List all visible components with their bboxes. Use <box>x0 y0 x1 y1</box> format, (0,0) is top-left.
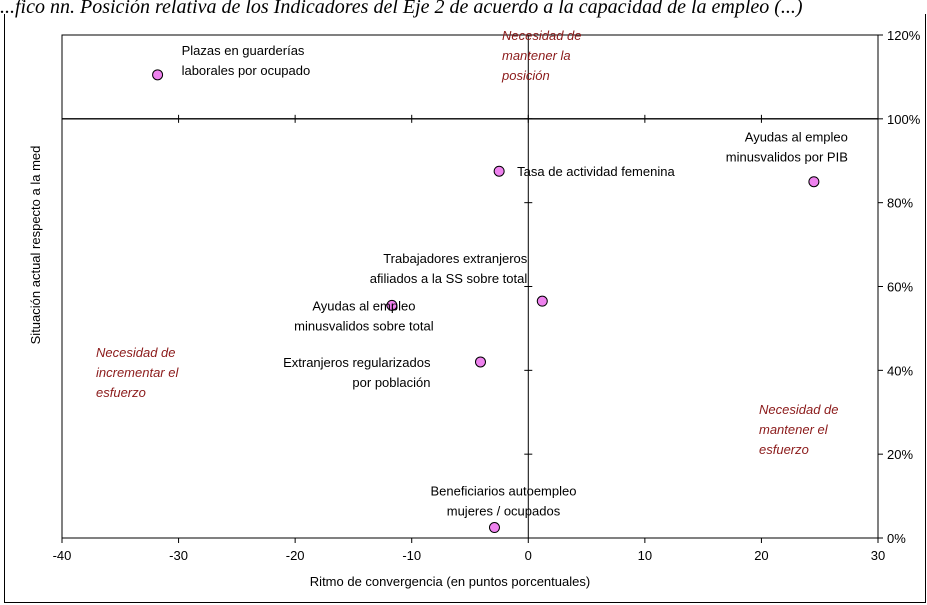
x-axis-title: Ritmo de convergencia (en puntos porcent… <box>310 574 590 589</box>
data-point-label: Ayudas al empleo <box>745 130 848 145</box>
data-point-label: Trabajadores extranjeros <box>383 251 528 266</box>
data-point-label: minusvalidos por PIB <box>726 150 848 165</box>
page-title: ...fico nn. Posición relativa de los Ind… <box>0 0 803 18</box>
quadrant-annotation: Necesidad de <box>502 28 582 43</box>
y-tick-label: 40% <box>887 363 913 378</box>
x-tick-label: 0 <box>525 548 532 563</box>
data-point-label: afiliados a la SS sobre total <box>370 271 528 286</box>
data-point-label: Tasa de actividad femenina <box>517 164 675 179</box>
y-tick-label: 60% <box>887 280 913 295</box>
x-tick-label: 20 <box>754 548 768 563</box>
y-tick-label: 20% <box>887 447 913 462</box>
data-point-label: Ayudas al empleo <box>312 298 415 313</box>
data-point-label: Beneficiarios autoempleo <box>430 484 576 499</box>
quadrant-annotation: esfuerzo <box>759 442 809 457</box>
x-tick-label: -10 <box>402 548 421 563</box>
plot-area <box>61 34 879 539</box>
x-tick-label: 10 <box>638 548 652 563</box>
data-point <box>493 165 505 177</box>
y-axis-title: Situación actual respecto a la med <box>28 146 43 345</box>
quadrant-annotation: Necesidad de <box>96 345 176 360</box>
data-point-label: por población <box>352 375 430 390</box>
x-tick-label: -20 <box>286 548 305 563</box>
quadrant-annotation: posición <box>501 68 550 83</box>
data-point-label: Extranjeros regularizados <box>283 355 431 370</box>
x-tick-label: -30 <box>169 548 188 563</box>
quadrant-annotation: mantener el <box>759 422 829 437</box>
y-tick-label: 0% <box>887 531 906 546</box>
y-tick-label: 100% <box>887 112 921 127</box>
quadrant-annotation: mantener la <box>502 48 571 63</box>
x-tick-label: 30 <box>871 548 885 563</box>
quadrant-annotation: Necesidad de <box>759 402 839 417</box>
data-point <box>536 295 548 307</box>
data-point <box>152 69 164 81</box>
y-tick-label: 120% <box>887 28 921 43</box>
data-point <box>474 356 486 368</box>
data-point-label: Plazas en guarderías <box>182 43 305 58</box>
data-point-label: laborales por ocupado <box>182 63 311 78</box>
data-point <box>488 522 500 534</box>
data-point <box>808 176 820 188</box>
quadrant-annotation: incrementar el <box>96 365 179 380</box>
y-tick-label: 80% <box>887 196 913 211</box>
quadrant-annotation: esfuerzo <box>96 385 146 400</box>
x-tick-label: -40 <box>53 548 72 563</box>
data-point-label: minusvalidos sobre total <box>294 318 434 333</box>
data-point <box>386 299 398 311</box>
data-point-label: mujeres / ocupados <box>447 504 561 519</box>
